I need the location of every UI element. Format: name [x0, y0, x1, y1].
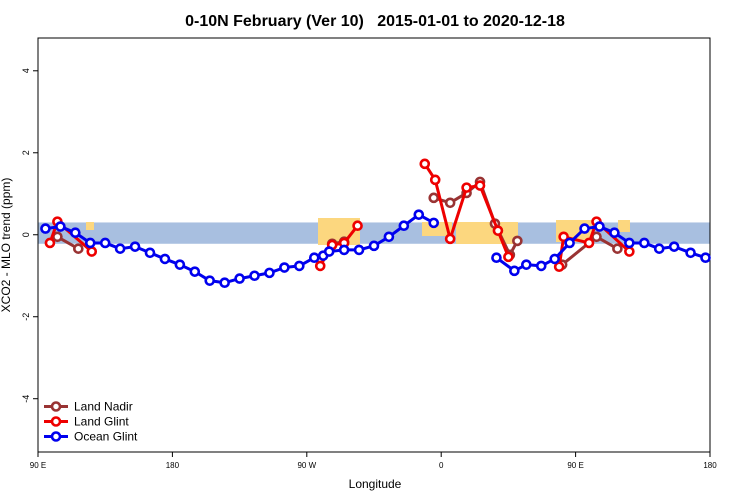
x-tick-label: 180 — [703, 461, 717, 470]
data-point — [535, 260, 547, 272]
data-point — [444, 233, 456, 245]
legend-marker — [50, 416, 62, 427]
data-point — [219, 277, 230, 289]
plot-layer: -4 -2 0 2 4 90 E 180 90 W 0 90 E 180 Land NadirLand… — [21, 37, 717, 470]
data-point — [521, 259, 532, 270]
data-point — [579, 223, 590, 234]
legend-marker — [50, 431, 62, 442]
legend-label: Ocean Glint — [74, 430, 138, 444]
data-point — [429, 174, 441, 186]
data-point — [685, 247, 696, 259]
data-point — [84, 237, 96, 249]
data-point — [461, 182, 472, 193]
data-point — [594, 221, 605, 232]
data-point — [549, 253, 560, 265]
data-point — [503, 251, 514, 263]
data-point — [159, 253, 171, 265]
data-point — [428, 192, 440, 204]
data-point — [444, 197, 456, 209]
data-point — [99, 237, 111, 249]
x-tick-label: 180 — [166, 461, 180, 470]
y-tick-label: 0 — [21, 232, 31, 237]
data-point — [73, 243, 84, 254]
legend-label: Land Nadir — [74, 400, 133, 414]
x-tick-label: 90 E — [567, 461, 583, 470]
data-point — [323, 246, 335, 257]
data-point — [419, 158, 431, 170]
y-tick-label: -4 — [21, 395, 31, 403]
band-layer — [38, 222, 710, 244]
legend-marker — [50, 401, 62, 412]
y-tick-label: -2 — [21, 313, 31, 321]
data-point — [55, 221, 66, 232]
reference-band — [38, 222, 710, 244]
data-point — [44, 237, 56, 249]
data-point — [383, 231, 395, 243]
data-point — [314, 260, 326, 272]
data-point — [558, 231, 569, 243]
data-point — [553, 261, 565, 273]
data-point — [70, 227, 81, 239]
data-point — [144, 247, 156, 259]
data-point — [638, 237, 650, 249]
data-point — [114, 243, 126, 254]
land-patch — [618, 220, 630, 232]
data-point — [338, 244, 350, 256]
y-tick-label: 4 — [21, 68, 31, 73]
data-point — [413, 209, 425, 220]
data-point — [491, 252, 502, 264]
data-point — [308, 252, 320, 264]
data-point — [583, 237, 595, 249]
x-tick-label: 90 E — [30, 461, 46, 470]
plot-frame — [37, 37, 711, 453]
legend-label: Land Glint — [74, 415, 129, 429]
land-patch — [86, 222, 94, 230]
data-point — [624, 237, 635, 249]
x-tick-label: 0 — [439, 461, 444, 470]
data-point — [653, 243, 665, 254]
data-point — [512, 235, 523, 247]
chart-title: 0-10N February (Ver 10) 2015-01-01 to 20… — [185, 13, 565, 30]
data-point — [279, 262, 290, 273]
data-point — [398, 220, 410, 232]
data-point — [249, 270, 260, 282]
data-point — [668, 241, 680, 252]
data-point — [129, 241, 141, 252]
data-point — [612, 243, 623, 254]
data-point — [40, 223, 51, 234]
y-axis-label: XCO2 - MLO trend (ppm) — [0, 178, 13, 313]
data-point — [264, 267, 275, 279]
data-point — [509, 265, 520, 277]
data-point — [700, 252, 711, 264]
x-tick-label: 90 W — [297, 461, 316, 470]
data-point — [428, 217, 440, 229]
data-point — [474, 180, 486, 191]
data-point — [492, 225, 504, 236]
data-point — [204, 275, 216, 286]
data-point — [86, 246, 98, 257]
land-patch — [456, 222, 518, 244]
data-point — [353, 244, 365, 256]
data-point — [368, 240, 380, 252]
data-point — [564, 237, 575, 249]
data-point — [624, 246, 635, 257]
data-point — [174, 259, 186, 270]
data-point — [294, 260, 305, 272]
data-point — [234, 273, 245, 284]
data-point — [609, 227, 620, 239]
data-point — [352, 220, 363, 232]
x-axis-label: Longitude — [349, 477, 402, 491]
data-point — [189, 266, 201, 277]
y-tick-label: 2 — [21, 150, 31, 155]
